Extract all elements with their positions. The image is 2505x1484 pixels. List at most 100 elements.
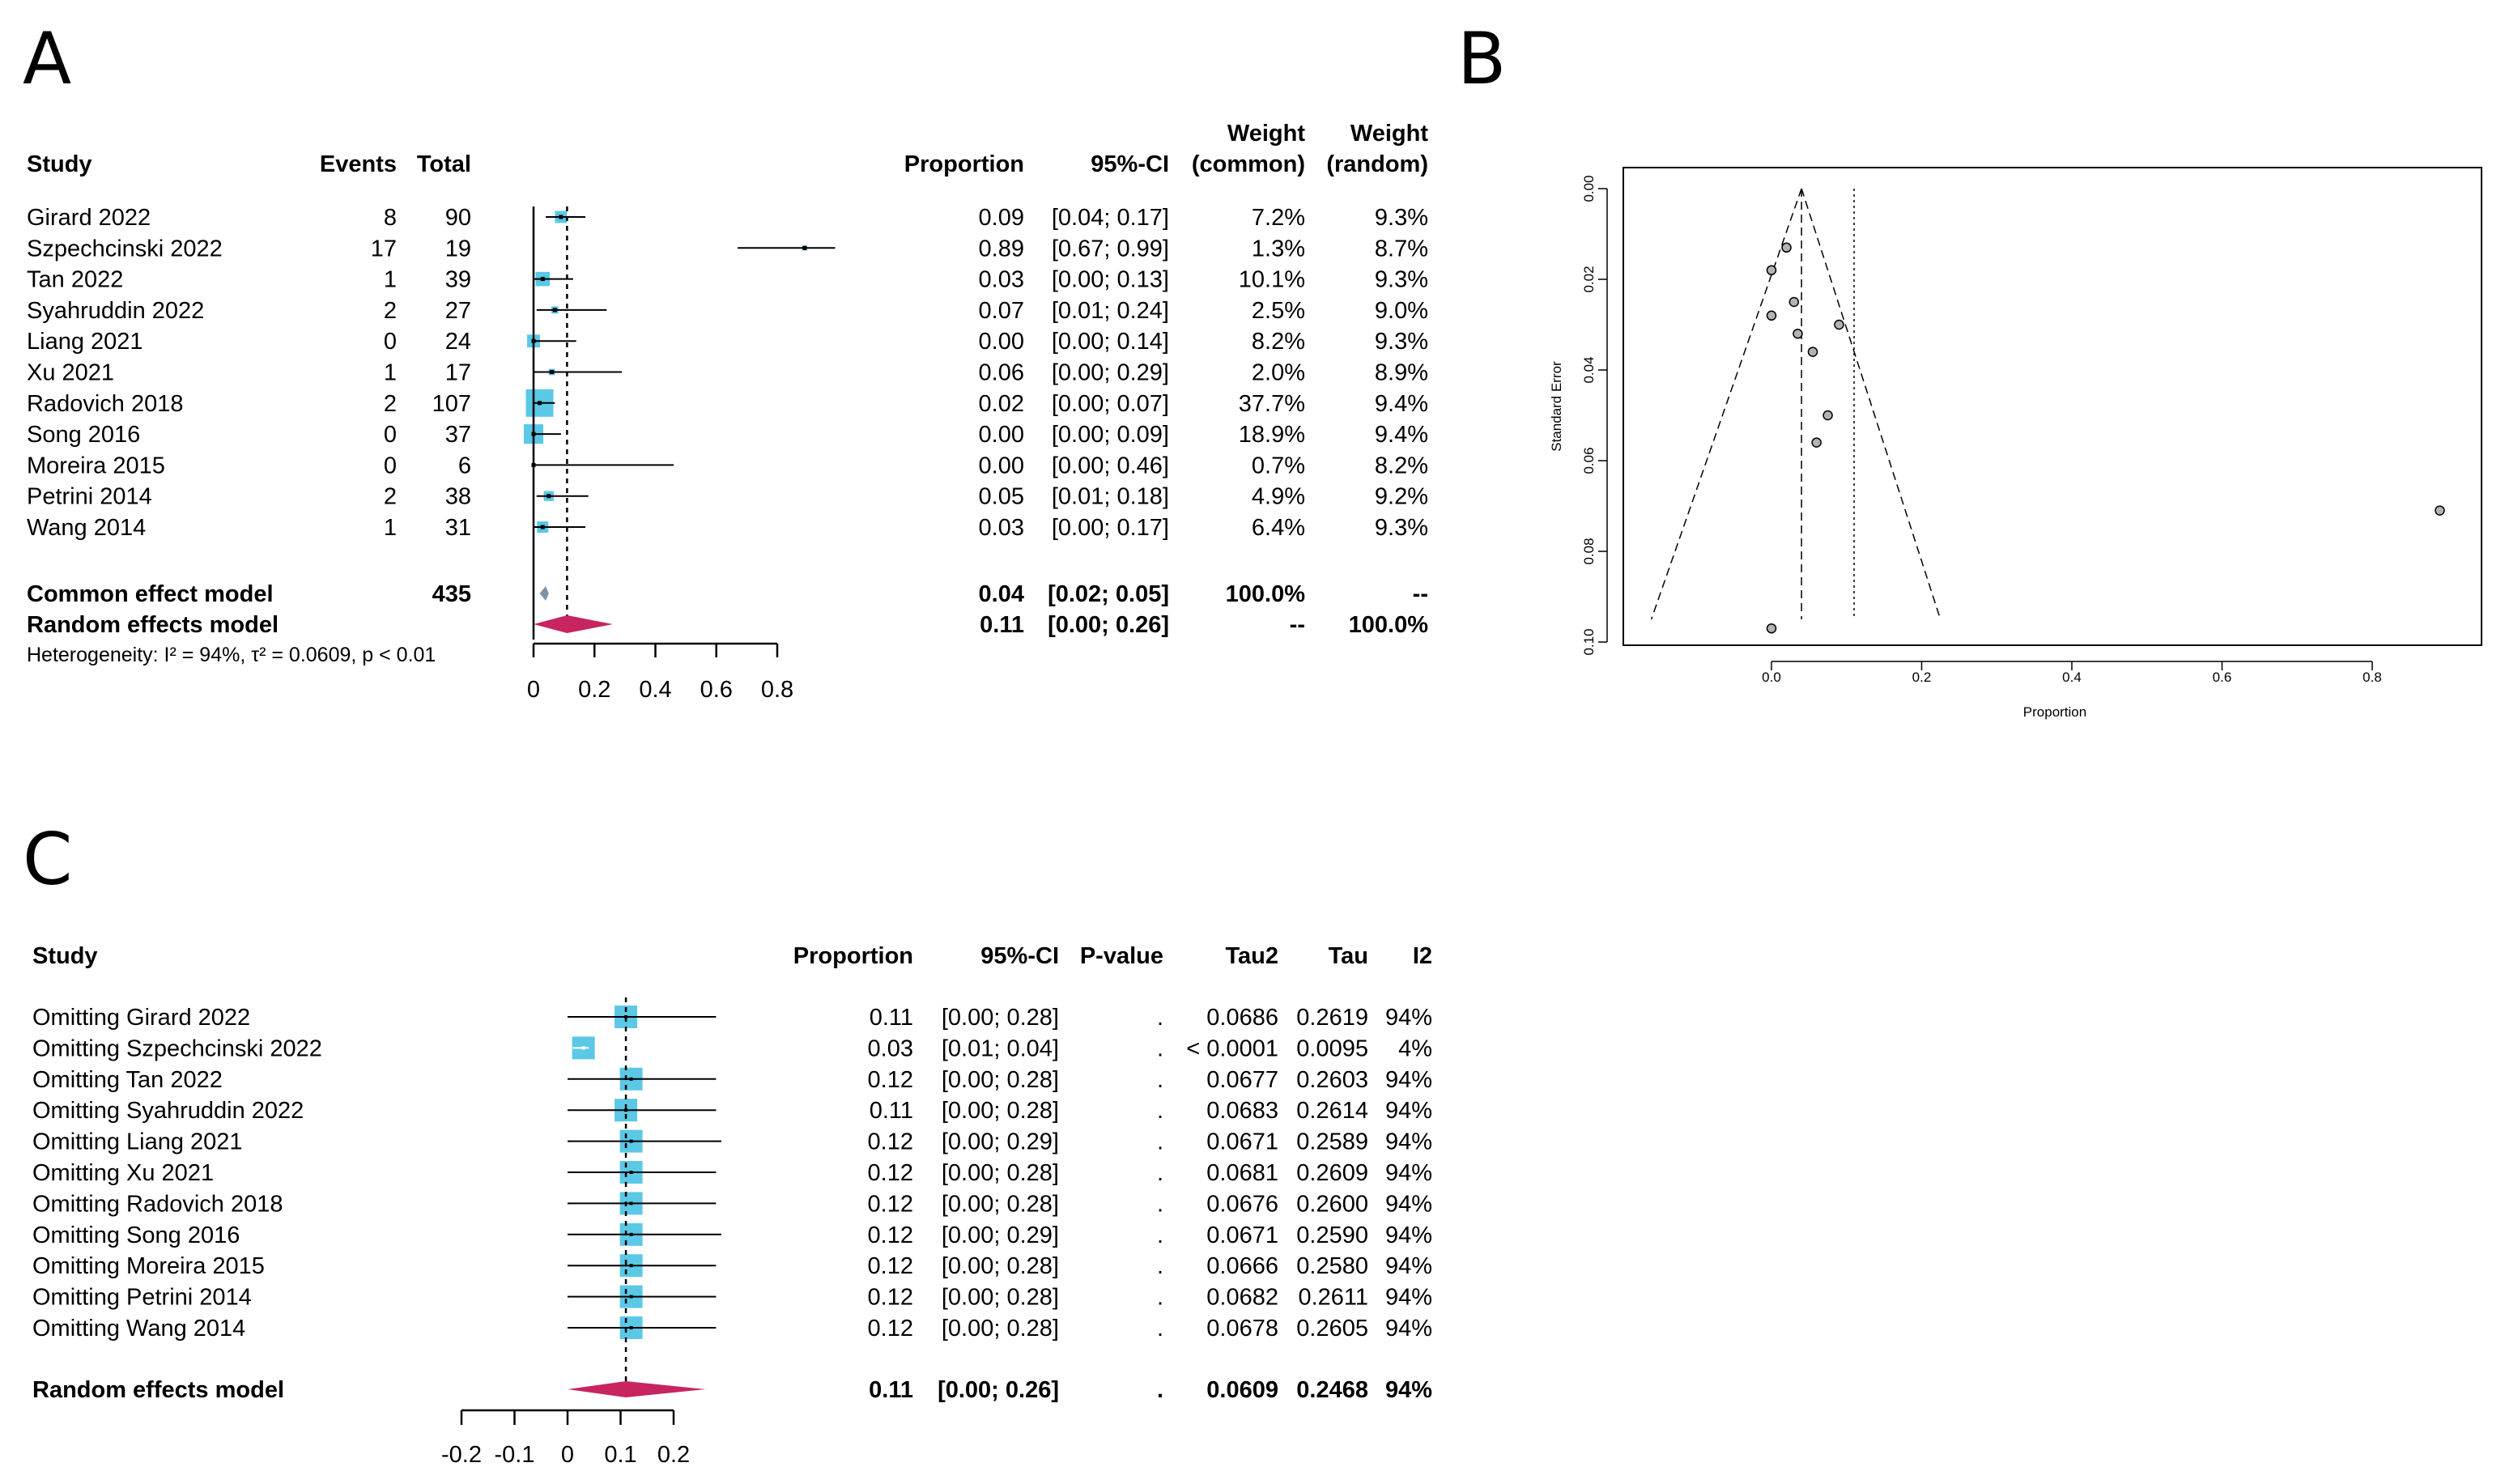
header-weight-common-1: Weight bbox=[1227, 121, 1305, 147]
total-value: 90 bbox=[445, 205, 471, 231]
point-estimate-marker bbox=[540, 525, 545, 529]
proportion-value: 0.03 bbox=[979, 515, 1024, 541]
point-estimate-marker bbox=[552, 308, 557, 313]
proportion-value: 0.05 bbox=[979, 484, 1024, 510]
omitted-study-name: Omitting Syahruddin 2022 bbox=[32, 1098, 304, 1124]
weight-random-value: 9.4% bbox=[1375, 391, 1428, 417]
c-proportion-value: 0.12 bbox=[868, 1160, 913, 1186]
funnel-y-tick-label: 0.04 bbox=[1581, 356, 1597, 383]
ci-value: [0.00; 0.17] bbox=[1052, 515, 1169, 541]
events-value: 2 bbox=[384, 298, 397, 324]
point-estimate-marker bbox=[547, 494, 551, 499]
funnel-study-point bbox=[1811, 437, 1822, 448]
header-weight-common-2: (common) bbox=[1192, 151, 1305, 177]
ci-value: [0.01; 0.24] bbox=[1052, 298, 1169, 324]
c-x-tick-label: 0.2 bbox=[657, 1442, 690, 1468]
c-tau2-value: 0.0676 bbox=[1206, 1191, 1278, 1217]
header-events: Events bbox=[320, 151, 397, 177]
omitted-study-name: Omitting Szpechcinski 2022 bbox=[32, 1035, 322, 1061]
study-name: Xu 2021 bbox=[27, 360, 114, 386]
random-model-proportion: 0.11 bbox=[980, 612, 1024, 638]
c-pvalue: . bbox=[1157, 1129, 1163, 1155]
weight-random-value: 9.2% bbox=[1375, 484, 1428, 510]
c-tau2-value: 0.0671 bbox=[1206, 1222, 1278, 1248]
ci-value: [0.01; 0.18] bbox=[1052, 484, 1169, 510]
c-proportion-value: 0.03 bbox=[868, 1035, 913, 1061]
c-x-tick-label: 0 bbox=[561, 1442, 574, 1468]
x-tick-label: 0.8 bbox=[761, 677, 793, 703]
c-header-tau2: Tau2 bbox=[1225, 943, 1278, 969]
sensitivity-point-marker bbox=[629, 1232, 633, 1236]
common-model-proportion: 0.04 bbox=[979, 581, 1024, 607]
point-estimate-marker bbox=[550, 370, 555, 374]
events-value: 1 bbox=[384, 267, 397, 293]
weight-common-value: 4.9% bbox=[1252, 484, 1305, 510]
x-tick-label: 0 bbox=[527, 677, 540, 703]
c-ci-value: [0.00; 0.28] bbox=[942, 1285, 1059, 1311]
x-tick-label: 0.4 bbox=[639, 677, 671, 703]
weight-common-value: 0.7% bbox=[1252, 453, 1305, 478]
funnel-study-point bbox=[1766, 265, 1777, 276]
funnel-study-point bbox=[1766, 623, 1777, 634]
proportion-value: 0.03 bbox=[979, 267, 1024, 293]
c-tau2-value: 0.0686 bbox=[1206, 1005, 1278, 1031]
weight-common-value: 37.7% bbox=[1239, 391, 1305, 417]
ci-value: [0.00; 0.13] bbox=[1052, 267, 1169, 293]
sensitivity-point-marker bbox=[629, 1295, 633, 1299]
c-ci-value: [0.00; 0.28] bbox=[942, 1253, 1059, 1279]
c-header-i2: I2 bbox=[1413, 943, 1432, 969]
c-i2-value: 94% bbox=[1385, 1067, 1432, 1093]
funnel-x-tick-label: 0.4 bbox=[2062, 670, 2082, 685]
random-model-weight-random: 100.0% bbox=[1349, 612, 1429, 638]
sensitivity-point-marker bbox=[624, 1108, 628, 1112]
c-ci-value: [0.00; 0.28] bbox=[942, 1067, 1059, 1093]
omitted-study-name: Omitting Moreira 2015 bbox=[32, 1253, 265, 1279]
study-name: Girard 2022 bbox=[27, 205, 151, 231]
c-pvalue: . bbox=[1157, 1005, 1163, 1031]
random-effects-diamond bbox=[534, 615, 613, 633]
sensitivity-point-marker bbox=[629, 1171, 633, 1174]
c-pvalue: . bbox=[1157, 1253, 1163, 1279]
common-model-label: Common effect model bbox=[27, 581, 274, 607]
funnel-x-tick-label: 0.0 bbox=[1762, 670, 1781, 685]
funnel-x-tick-label: 0.6 bbox=[2213, 670, 2232, 685]
x-tick-label: 0.2 bbox=[578, 677, 610, 703]
omitted-study-name: Omitting Song 2016 bbox=[32, 1222, 240, 1248]
proportion-value: 0.00 bbox=[979, 453, 1024, 478]
events-value: 1 bbox=[384, 360, 397, 386]
total-value: 39 bbox=[445, 267, 471, 293]
c-tau-value: 0.2611 bbox=[1298, 1285, 1368, 1311]
funnel-plot-frame bbox=[1623, 167, 2482, 646]
panel-a-forest-plot: A Study Events Total Proportion 95%-CI W… bbox=[23, 17, 1428, 703]
c-tau-value: 0.2580 bbox=[1296, 1253, 1368, 1279]
weight-random-value: 9.3% bbox=[1375, 267, 1428, 293]
ci-value: [0.00; 0.07] bbox=[1052, 391, 1169, 417]
panel-c-forest-marks: -0.2 -0.1 0 0.1 0.2 bbox=[441, 997, 721, 1468]
study-name: Radovich 2018 bbox=[27, 391, 183, 417]
funnel-study-point bbox=[1807, 347, 1818, 357]
c-tau-value: 0.2603 bbox=[1296, 1067, 1368, 1093]
c-random-model-tau: 0.2468 bbox=[1296, 1377, 1368, 1403]
funnel-study-point bbox=[1788, 296, 1800, 308]
panel-a-label: A bbox=[23, 17, 71, 100]
study-name: Wang 2014 bbox=[27, 515, 146, 541]
c-tau-value: 0.2590 bbox=[1296, 1222, 1368, 1248]
c-header-study: Study bbox=[32, 943, 98, 969]
c-header-pvalue: P-value bbox=[1080, 943, 1163, 969]
c-proportion-value: 0.12 bbox=[868, 1253, 913, 1279]
c-proportion-value: 0.12 bbox=[868, 1316, 913, 1342]
funnel-y-tick-label: 0.08 bbox=[1581, 538, 1597, 564]
weight-random-value: 9.3% bbox=[1375, 205, 1428, 231]
weight-random-value: 8.2% bbox=[1375, 453, 1428, 478]
x-tick-label: 0.6 bbox=[700, 677, 733, 703]
events-value: 2 bbox=[384, 484, 397, 510]
c-ci-value: [0.01; 0.04] bbox=[942, 1035, 1059, 1061]
c-ci-value: [0.00; 0.28] bbox=[942, 1098, 1059, 1124]
c-tau2-value: 0.0677 bbox=[1206, 1067, 1278, 1093]
c-i2-value: 94% bbox=[1385, 1316, 1432, 1342]
panel-c-sensitivity-forest-plot: C Study Proportion 95%-CI P-value Tau2 T… bbox=[23, 818, 1432, 1468]
weight-random-value: 8.9% bbox=[1375, 360, 1428, 386]
heterogeneity-text: Heterogeneity: I² = 94%, τ² = 0.0609, p … bbox=[27, 644, 436, 666]
c-pvalue: . bbox=[1157, 1098, 1163, 1124]
c-tau-value: 0.2609 bbox=[1296, 1160, 1368, 1186]
